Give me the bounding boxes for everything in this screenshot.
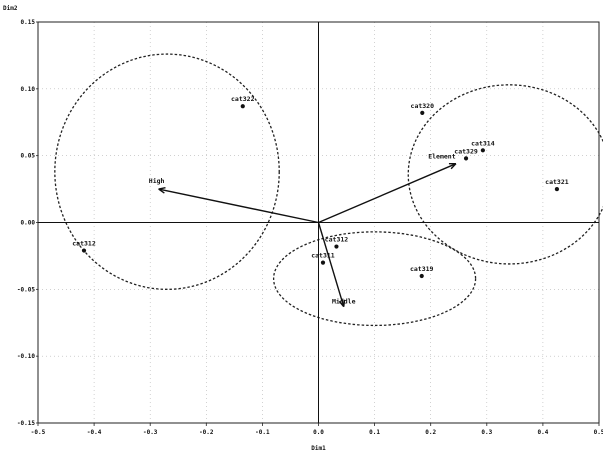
data-point: [81, 248, 87, 253]
y-axis-title: Dim2: [3, 5, 18, 12]
point-label: cat312: [72, 240, 96, 248]
data-point: [420, 110, 425, 115]
x-tick-label: 0.0: [313, 429, 324, 436]
x-tick-label: 0.4: [537, 429, 548, 436]
vector-arrowhead: [448, 162, 457, 170]
y-tick-label: 0.05: [21, 153, 36, 160]
point-label: cat314: [471, 139, 495, 147]
data-point: [419, 273, 424, 279]
y-tick-label: -0.10: [17, 353, 35, 360]
x-axis-title: Dim1: [311, 445, 326, 452]
data-point: [334, 244, 339, 249]
x-tick-label: -0.4: [87, 429, 102, 436]
x-tick-label: 0.5: [594, 429, 603, 436]
point-label: cat311: [311, 252, 335, 260]
point-label: cat319: [410, 265, 434, 273]
x-tick-label: 0.1: [369, 429, 380, 436]
vector-line: [318, 163, 457, 224]
y-tick-label: -0.05: [17, 286, 35, 293]
x-tick-label: 0.3: [481, 429, 492, 436]
x-tick-label: -0.3: [143, 429, 158, 436]
tick-labels: -0.5 -0.4 -0.3 -0.2 -0.1 0.0 0.1 0.2 0.3 0.4 0.5 -0…: [17, 19, 603, 436]
point-label: cat320: [411, 102, 435, 110]
data-point: [554, 186, 560, 192]
data-point: [463, 156, 469, 161]
point-label: cat321: [545, 178, 569, 186]
vector-line: [317, 222, 345, 307]
cluster-ellipse: [54, 53, 280, 290]
ellipse-group: [54, 53, 603, 327]
y-tick-label: 0.15: [21, 19, 36, 26]
data-point: [320, 260, 326, 265]
x-tick-label: -0.1: [255, 429, 270, 436]
x-tick-label: 0.2: [425, 429, 436, 436]
y-tick-label: 0.00: [21, 220, 36, 227]
vector-label: High: [149, 177, 165, 185]
vector-label: Middle: [332, 298, 356, 306]
x-tick-label: -0.5: [31, 429, 46, 436]
y-tick-label: 0.10: [21, 86, 36, 93]
x-tick-label: -0.2: [199, 429, 214, 436]
y-tick-label: -0.15: [17, 420, 35, 427]
point-label: cat312: [325, 236, 349, 244]
cluster-ellipse: [272, 231, 477, 327]
vector-label: Element: [428, 153, 455, 161]
point-label: cat322: [231, 95, 255, 103]
data-point: [240, 104, 245, 109]
vector-group: High Element Middle: [149, 153, 457, 308]
vector-arrowhead: [158, 187, 166, 194]
data-point: [480, 148, 485, 153]
cluster-ellipse: [407, 84, 603, 265]
point-label: cat329: [454, 147, 478, 155]
vector-arrowhead: [338, 299, 346, 308]
vector-line: [158, 188, 319, 224]
